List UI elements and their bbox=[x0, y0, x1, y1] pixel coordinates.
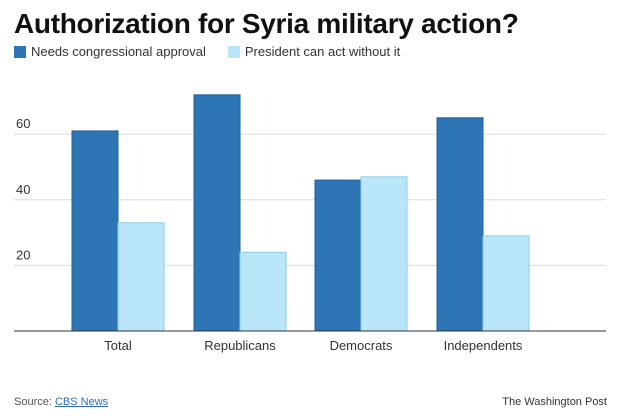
bar-democrats-series-1 bbox=[360, 176, 408, 332]
legend-item-congressional: Needs congressional approval bbox=[14, 44, 206, 59]
chart-title: Authorization for Syria military action? bbox=[14, 8, 519, 39]
source-note: Source: CBS News bbox=[14, 396, 108, 408]
bar-republicans-series-1 bbox=[239, 251, 287, 332]
source-prefix: Source: bbox=[14, 396, 55, 408]
bar-republicans-series-0 bbox=[193, 94, 241, 332]
y-tick-label-20: 20 bbox=[16, 247, 30, 262]
x-tick-label-total: Total bbox=[104, 338, 132, 353]
bar-independents-series-0 bbox=[436, 117, 484, 332]
x-tick-label-democrats: Democrats bbox=[330, 338, 393, 353]
bar-democrats-series-0 bbox=[314, 179, 362, 332]
bar-total-series-0 bbox=[71, 130, 119, 332]
bar-independents-series-1 bbox=[482, 235, 530, 332]
source-link[interactable]: CBS News bbox=[54, 396, 109, 408]
bar-chart: 20 40 60 Total Republicans Democrats Independe… bbox=[14, 94, 606, 353]
legend-label-congressional: Needs congressional approval bbox=[31, 44, 206, 59]
legend-swatch-president bbox=[227, 45, 240, 58]
y-tick-label-40: 40 bbox=[16, 182, 30, 197]
x-tick-label-independents: Independents bbox=[444, 338, 523, 353]
x-tick-label-republicans: Republicans bbox=[204, 338, 276, 353]
legend-label-president: President can act without it bbox=[244, 44, 401, 59]
legend: Needs congressional approval President c… bbox=[14, 44, 422, 59]
publisher-credit: The Washington Post bbox=[502, 396, 607, 408]
bar-total-series-1 bbox=[117, 222, 165, 332]
legend-item-president: President can act without it bbox=[227, 44, 401, 59]
y-tick-label-60: 60 bbox=[16, 116, 30, 131]
legend-swatch-congressional bbox=[14, 45, 26, 58]
